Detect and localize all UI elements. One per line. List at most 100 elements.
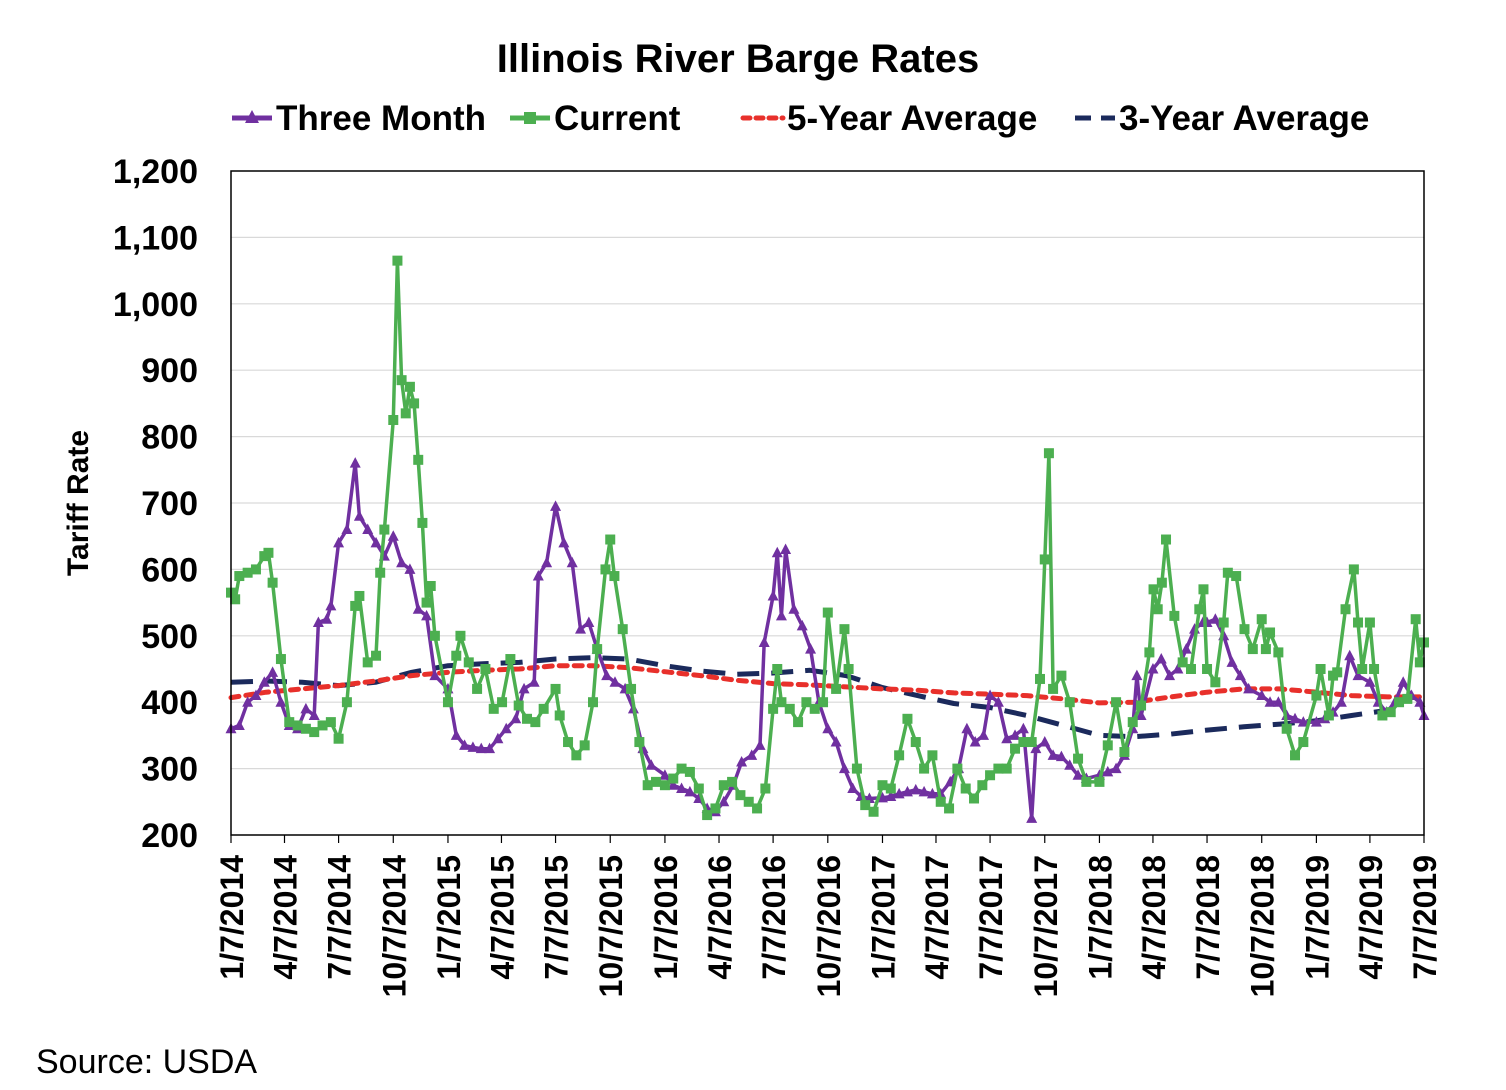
x-tick-label: 7/7/2019	[1407, 855, 1443, 980]
data-point	[234, 571, 245, 582]
data-point	[528, 676, 540, 687]
data-point	[1039, 736, 1051, 747]
data-point	[771, 546, 783, 558]
data-point	[831, 683, 842, 694]
data-point	[860, 800, 871, 811]
data-point	[1094, 776, 1105, 787]
data-point	[651, 776, 662, 787]
data-point	[1256, 689, 1268, 701]
legend-label: 5-Year Average	[787, 99, 1037, 138]
data-point	[1048, 683, 1059, 694]
data-point	[1344, 649, 1356, 661]
data-point	[1402, 693, 1413, 704]
data-point	[1290, 750, 1301, 761]
y-tick-label: 200	[141, 817, 198, 855]
data-point	[847, 782, 859, 794]
data-point	[242, 567, 253, 578]
data-point	[961, 722, 973, 734]
data-point	[550, 500, 562, 511]
data-point	[250, 564, 261, 575]
data-point	[467, 741, 479, 752]
data-point	[1102, 765, 1114, 777]
data-point	[275, 654, 286, 665]
data-point	[1323, 710, 1334, 721]
data-point	[1310, 716, 1322, 727]
data-point	[1144, 647, 1155, 658]
data-point	[1414, 657, 1425, 668]
data-point	[558, 536, 570, 548]
legend-label: Three Month	[276, 99, 486, 138]
data-point	[1414, 696, 1426, 707]
data-point	[475, 742, 487, 754]
data-point	[284, 717, 295, 728]
y-axis-title: Tariff Rate	[62, 430, 95, 576]
data-point	[684, 766, 695, 777]
y-tick-label: 1,100	[113, 219, 198, 257]
data-point	[1281, 723, 1292, 734]
data-point	[317, 720, 328, 731]
data-point	[796, 619, 808, 631]
data-point	[1352, 669, 1364, 681]
data-point	[776, 697, 787, 708]
data-point	[851, 763, 862, 774]
data-point	[571, 750, 582, 761]
data-point	[500, 722, 512, 734]
data-point	[601, 669, 613, 681]
data-point	[1073, 753, 1084, 764]
gridlines	[231, 236, 1424, 770]
data-point	[693, 783, 704, 794]
data-point	[404, 381, 415, 392]
legend-item: Three Month	[232, 99, 486, 138]
data-point	[312, 616, 324, 628]
data-point	[1209, 613, 1221, 624]
data-point	[349, 457, 361, 468]
data-point	[472, 683, 483, 694]
x-tick-label: 4/7/2018	[1136, 855, 1172, 980]
x-tick-label: 1/7/2017	[865, 855, 901, 980]
data-point	[735, 790, 746, 801]
data-point	[642, 780, 653, 791]
data-point	[230, 594, 241, 605]
x-tick-label: 10/7/2014	[376, 855, 412, 998]
data-point	[1131, 669, 1143, 681]
data-point	[780, 543, 792, 554]
data-point	[676, 763, 687, 774]
data-point	[592, 644, 603, 655]
x-tick-label: 4/7/2017	[919, 855, 955, 980]
data-point	[1364, 617, 1375, 628]
data-point	[497, 697, 508, 708]
y-tick-label: 1,000	[113, 286, 198, 324]
legend-item: 5-Year Average	[740, 99, 1037, 138]
data-point	[412, 603, 424, 614]
data-point	[788, 603, 800, 614]
data-point	[341, 697, 352, 708]
data-point	[760, 783, 771, 794]
data-point	[609, 676, 621, 687]
data-point	[321, 613, 333, 624]
data-point	[668, 773, 679, 784]
data-point	[919, 763, 930, 774]
data-point	[1357, 664, 1368, 674]
data-point	[333, 536, 345, 548]
chart-title: Illinois River Barge Rates	[497, 37, 979, 81]
data-point	[1397, 676, 1409, 687]
data-point	[877, 780, 888, 791]
data-point	[480, 664, 491, 674]
data-point	[600, 564, 611, 575]
legend-label: 3-Year Average	[1119, 99, 1369, 138]
legend: Three Month Current 5-Year Average 3-Year A…	[232, 99, 1369, 138]
data-point	[1177, 657, 1188, 668]
legend-label: Current	[554, 99, 681, 138]
series-5-year-average	[228, 663, 1427, 706]
data-point	[579, 740, 590, 751]
y-tick-label: 800	[141, 419, 198, 457]
data-point	[450, 729, 462, 740]
data-point	[413, 454, 424, 465]
data-point	[1035, 673, 1046, 684]
data-point	[910, 783, 922, 795]
data-point	[822, 722, 834, 734]
data-point	[702, 810, 713, 821]
data-point	[275, 696, 287, 707]
x-tick-label: 7/7/2015	[539, 855, 575, 980]
data-point	[676, 782, 688, 794]
